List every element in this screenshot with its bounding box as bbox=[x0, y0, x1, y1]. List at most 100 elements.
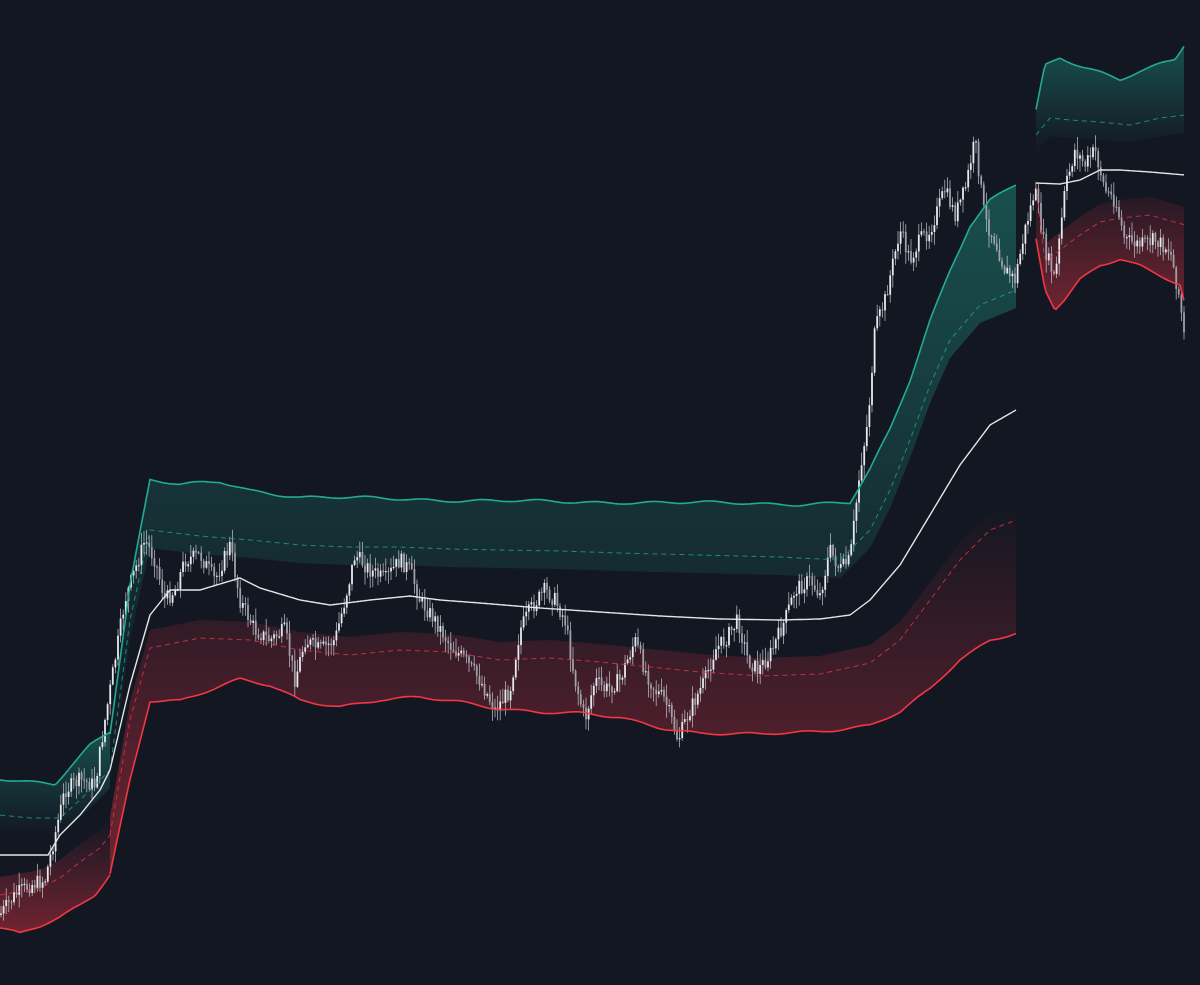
candle-body bbox=[902, 231, 905, 233]
candle-body bbox=[910, 251, 912, 263]
candle-body bbox=[956, 202, 959, 222]
candle-body bbox=[106, 704, 109, 720]
candle-body bbox=[605, 683, 608, 692]
segment-3-lower-band-line bbox=[1035, 238, 1185, 311]
candle-body bbox=[215, 575, 218, 577]
candle-body bbox=[1141, 237, 1144, 247]
candle-body bbox=[31, 885, 34, 893]
candle-body bbox=[886, 294, 889, 296]
candle-body bbox=[845, 558, 847, 565]
candle-body bbox=[793, 595, 795, 598]
candle-body bbox=[993, 236, 996, 244]
candle-body bbox=[218, 575, 221, 577]
candle-body bbox=[1045, 233, 1048, 261]
candle-body bbox=[153, 558, 156, 567]
candle-body bbox=[270, 638, 273, 642]
candle-body bbox=[358, 552, 361, 558]
candle-body bbox=[1175, 267, 1178, 289]
segment-2-basis-line bbox=[109, 409, 1017, 771]
segment-1-lower-fill bbox=[0, 817, 110, 933]
candle-body bbox=[335, 630, 338, 641]
candle-body bbox=[179, 572, 182, 589]
candle-body bbox=[925, 231, 928, 242]
candle-body bbox=[418, 598, 421, 602]
segment-1-lower-band-line bbox=[0, 874, 111, 934]
candle-body bbox=[603, 685, 606, 692]
candle-body bbox=[150, 547, 153, 559]
candle-body bbox=[273, 634, 275, 639]
candle-body bbox=[1076, 149, 1079, 159]
candle-body bbox=[644, 671, 647, 673]
candle-body bbox=[1144, 237, 1146, 239]
candle-body bbox=[221, 570, 223, 576]
candle-body bbox=[36, 875, 39, 888]
candle-body bbox=[356, 557, 359, 561]
candle-body bbox=[780, 627, 782, 636]
candle-body bbox=[735, 614, 738, 629]
candle-body bbox=[608, 683, 611, 687]
candle-body bbox=[917, 234, 920, 252]
candle-body bbox=[590, 695, 593, 709]
candle-body bbox=[236, 577, 239, 589]
candle-body bbox=[634, 637, 637, 647]
candle-body bbox=[665, 696, 668, 706]
candle-body bbox=[483, 684, 486, 696]
candle-body bbox=[28, 889, 31, 893]
candle-body bbox=[995, 243, 998, 250]
candle-body bbox=[504, 689, 507, 703]
candle-body bbox=[699, 688, 702, 694]
candle-body bbox=[626, 659, 629, 664]
candle-body bbox=[821, 589, 824, 594]
candle-body bbox=[44, 881, 47, 883]
candle-body bbox=[85, 780, 88, 782]
candle-body bbox=[455, 651, 457, 656]
candle-body bbox=[712, 659, 715, 670]
candle-body bbox=[309, 639, 312, 645]
candle-body bbox=[694, 698, 697, 705]
candle-body bbox=[408, 562, 411, 564]
candle-body bbox=[429, 608, 431, 618]
candle-body bbox=[631, 646, 634, 658]
candle-body bbox=[96, 776, 99, 788]
candle-body bbox=[1040, 202, 1042, 232]
candle-body bbox=[691, 698, 694, 716]
candle-body bbox=[374, 568, 377, 571]
candle-body bbox=[655, 690, 658, 695]
candle-body bbox=[1170, 252, 1172, 255]
candle-body bbox=[673, 716, 676, 732]
candle-body bbox=[941, 191, 944, 199]
candle-body bbox=[777, 627, 780, 640]
candle-body bbox=[525, 611, 528, 617]
candle-body bbox=[847, 555, 850, 565]
candle-body bbox=[592, 685, 595, 696]
candle-body bbox=[405, 562, 408, 572]
candle-body bbox=[860, 465, 863, 481]
candle-body bbox=[985, 204, 988, 220]
candle-body bbox=[317, 642, 320, 648]
candle-body bbox=[733, 629, 736, 631]
candle-body bbox=[351, 565, 353, 585]
candle-body bbox=[650, 684, 652, 689]
candle-body bbox=[88, 781, 91, 790]
candle-body bbox=[197, 552, 200, 554]
segment-1-upper-band-line bbox=[0, 731, 111, 786]
candle-body bbox=[1102, 175, 1105, 183]
candle-body bbox=[1177, 288, 1180, 295]
candle-body bbox=[330, 643, 333, 646]
candle-body bbox=[78, 772, 80, 787]
candle-body bbox=[1086, 155, 1089, 167]
candle-body bbox=[98, 747, 101, 776]
candle-body bbox=[468, 656, 470, 663]
candle-body bbox=[709, 669, 712, 671]
candle-body bbox=[104, 719, 106, 743]
candle-body bbox=[881, 309, 884, 311]
candle-body bbox=[889, 275, 892, 295]
candle-body bbox=[564, 615, 567, 626]
candle-body bbox=[288, 633, 291, 656]
candle-body bbox=[416, 584, 418, 599]
candle-body bbox=[660, 690, 663, 692]
candle-body bbox=[618, 674, 621, 680]
candle-body bbox=[62, 793, 65, 805]
